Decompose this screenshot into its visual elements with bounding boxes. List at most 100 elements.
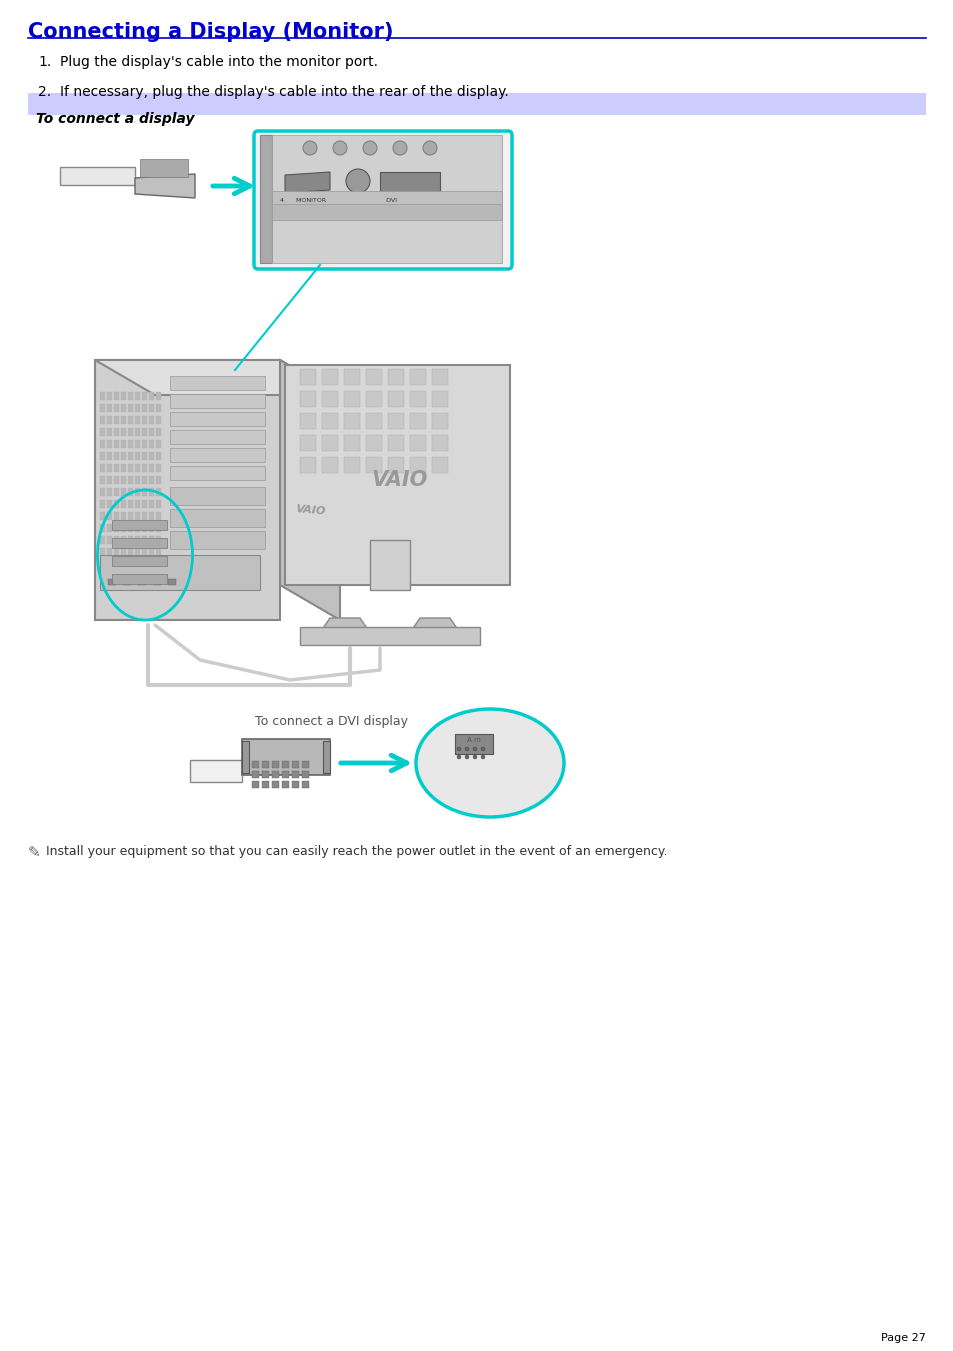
Circle shape [393, 141, 407, 155]
Bar [344, 413, 359, 430]
Bar [170, 449, 265, 462]
Bar [149, 500, 153, 508]
Bar [107, 488, 112, 496]
Bar [100, 512, 105, 520]
Bar [128, 524, 132, 532]
Bar [292, 781, 298, 788]
Bar [113, 500, 119, 508]
Bar [149, 463, 153, 471]
Bar [302, 771, 309, 778]
Bar [142, 512, 147, 520]
Bar [282, 761, 289, 767]
Bar [128, 500, 132, 508]
Bar [156, 524, 161, 532]
Bar [107, 404, 112, 412]
Bar [302, 781, 309, 788]
Bar [272, 190, 501, 205]
Bar [168, 580, 175, 585]
Bar [170, 376, 265, 390]
Bar [135, 453, 140, 459]
Bar [156, 488, 161, 496]
Bar [156, 392, 161, 400]
Bar [113, 512, 119, 520]
Bar [242, 740, 249, 773]
Circle shape [473, 747, 476, 751]
Bar [156, 549, 161, 557]
Bar [100, 536, 105, 544]
Bar [121, 404, 126, 412]
Bar [135, 536, 140, 544]
Bar [388, 390, 403, 407]
Circle shape [456, 747, 460, 751]
Bar [149, 453, 153, 459]
Bar [299, 457, 315, 473]
Bar [107, 428, 112, 436]
Text: Connecting a Display (Monitor): Connecting a Display (Monitor) [28, 22, 393, 42]
Bar [113, 463, 119, 471]
Bar [299, 435, 315, 451]
Bar [299, 390, 315, 407]
Circle shape [480, 747, 484, 751]
Bar [344, 369, 359, 385]
Bar [100, 440, 105, 449]
Bar [149, 536, 153, 544]
Polygon shape [285, 365, 510, 585]
Text: Page 27: Page 27 [881, 1333, 925, 1343]
Bar [388, 413, 403, 430]
Bar [410, 369, 426, 385]
Bar [135, 392, 140, 400]
Bar [113, 536, 119, 544]
Bar [121, 392, 126, 400]
Bar [156, 440, 161, 449]
Bar [107, 524, 112, 532]
Bar [260, 135, 272, 263]
Polygon shape [285, 172, 330, 193]
Bar [170, 466, 265, 480]
Text: 2.: 2. [38, 85, 51, 99]
Bar [135, 463, 140, 471]
Bar [432, 413, 448, 430]
Text: 4      MONITOR                              DVI: 4 MONITOR DVI [280, 199, 396, 203]
Bar [190, 761, 242, 782]
Circle shape [464, 747, 469, 751]
Bar [113, 476, 119, 484]
Bar [121, 524, 126, 532]
Bar [170, 412, 265, 426]
Bar [170, 430, 265, 444]
Bar [28, 93, 925, 115]
Bar [282, 781, 289, 788]
Polygon shape [95, 359, 339, 394]
Bar [272, 135, 501, 263]
Bar [121, 488, 126, 496]
Bar [100, 453, 105, 459]
Bar [100, 463, 105, 471]
Bar [112, 557, 167, 566]
Bar [100, 392, 105, 400]
Bar [128, 404, 132, 412]
Bar [128, 488, 132, 496]
Bar [156, 453, 161, 459]
Bar [282, 771, 289, 778]
Bar [323, 740, 330, 773]
Bar [149, 404, 153, 412]
Bar [242, 739, 330, 775]
Bar [322, 390, 337, 407]
Bar [107, 549, 112, 557]
Bar [299, 413, 315, 430]
Bar [135, 404, 140, 412]
Polygon shape [405, 617, 464, 640]
Text: Plug the display's cable into the monitor port.: Plug the display's cable into the monito… [60, 55, 377, 69]
Polygon shape [135, 174, 194, 199]
Text: If necessary, plug the display's cable into the rear of the display.: If necessary, plug the display's cable i… [60, 85, 508, 99]
Bar [107, 463, 112, 471]
Circle shape [473, 755, 476, 759]
Bar [142, 440, 147, 449]
Bar [262, 781, 269, 788]
Bar [107, 453, 112, 459]
Bar [149, 524, 153, 532]
Text: ✎: ✎ [28, 844, 41, 861]
Bar [292, 761, 298, 767]
Bar [100, 476, 105, 484]
Bar [262, 761, 269, 767]
Bar [432, 457, 448, 473]
